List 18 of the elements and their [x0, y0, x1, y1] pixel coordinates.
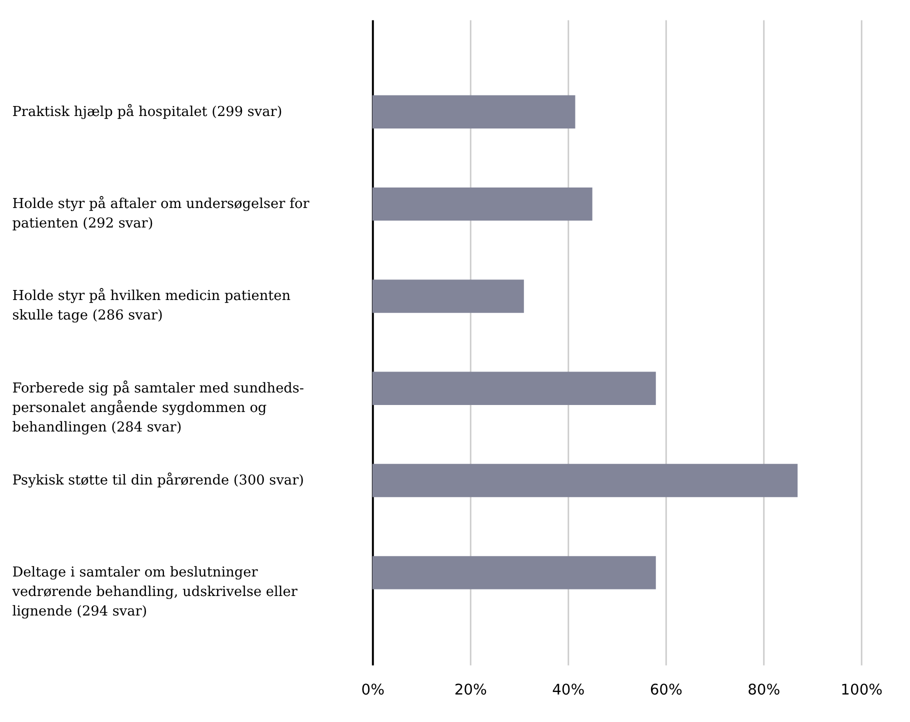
bar — [372, 95, 576, 129]
x-tick-label: 100% — [840, 682, 883, 699]
bar — [372, 187, 592, 221]
x-tick-label: 80% — [748, 682, 780, 699]
y-tick-label: Praktisk hjælp på hospitalet (299 svar) — [12, 104, 282, 120]
y-tick-label: Holde styr på aftaler om undersøgelser for patienten (292 svar) — [12, 196, 310, 232]
y-tick-label: Forberede sig på samtaler med sundheds- personalet angående sygdommen og behandlingen (284 svar) — [12, 380, 304, 436]
y-tick-label: Psykisk støtte til din pårørende (300 svar) — [12, 472, 304, 488]
bar — [372, 464, 798, 498]
y-tick-label: Holde styr på hvilken medicin patienten skulle tage (286 svar) — [12, 288, 291, 324]
x-tick-label: 40% — [552, 682, 585, 699]
y-tick-label: Deltage i samtaler om beslutninger vedrørende behandling, udskrivelse eller lignende (294 svar) — [11, 564, 298, 620]
bar — [372, 280, 524, 313]
x-tick-label: 60% — [650, 682, 682, 699]
bar — [372, 372, 656, 405]
x-tick-label: 20% — [454, 682, 487, 699]
x-tick-label: 0% — [361, 682, 385, 699]
bar — [372, 556, 656, 590]
